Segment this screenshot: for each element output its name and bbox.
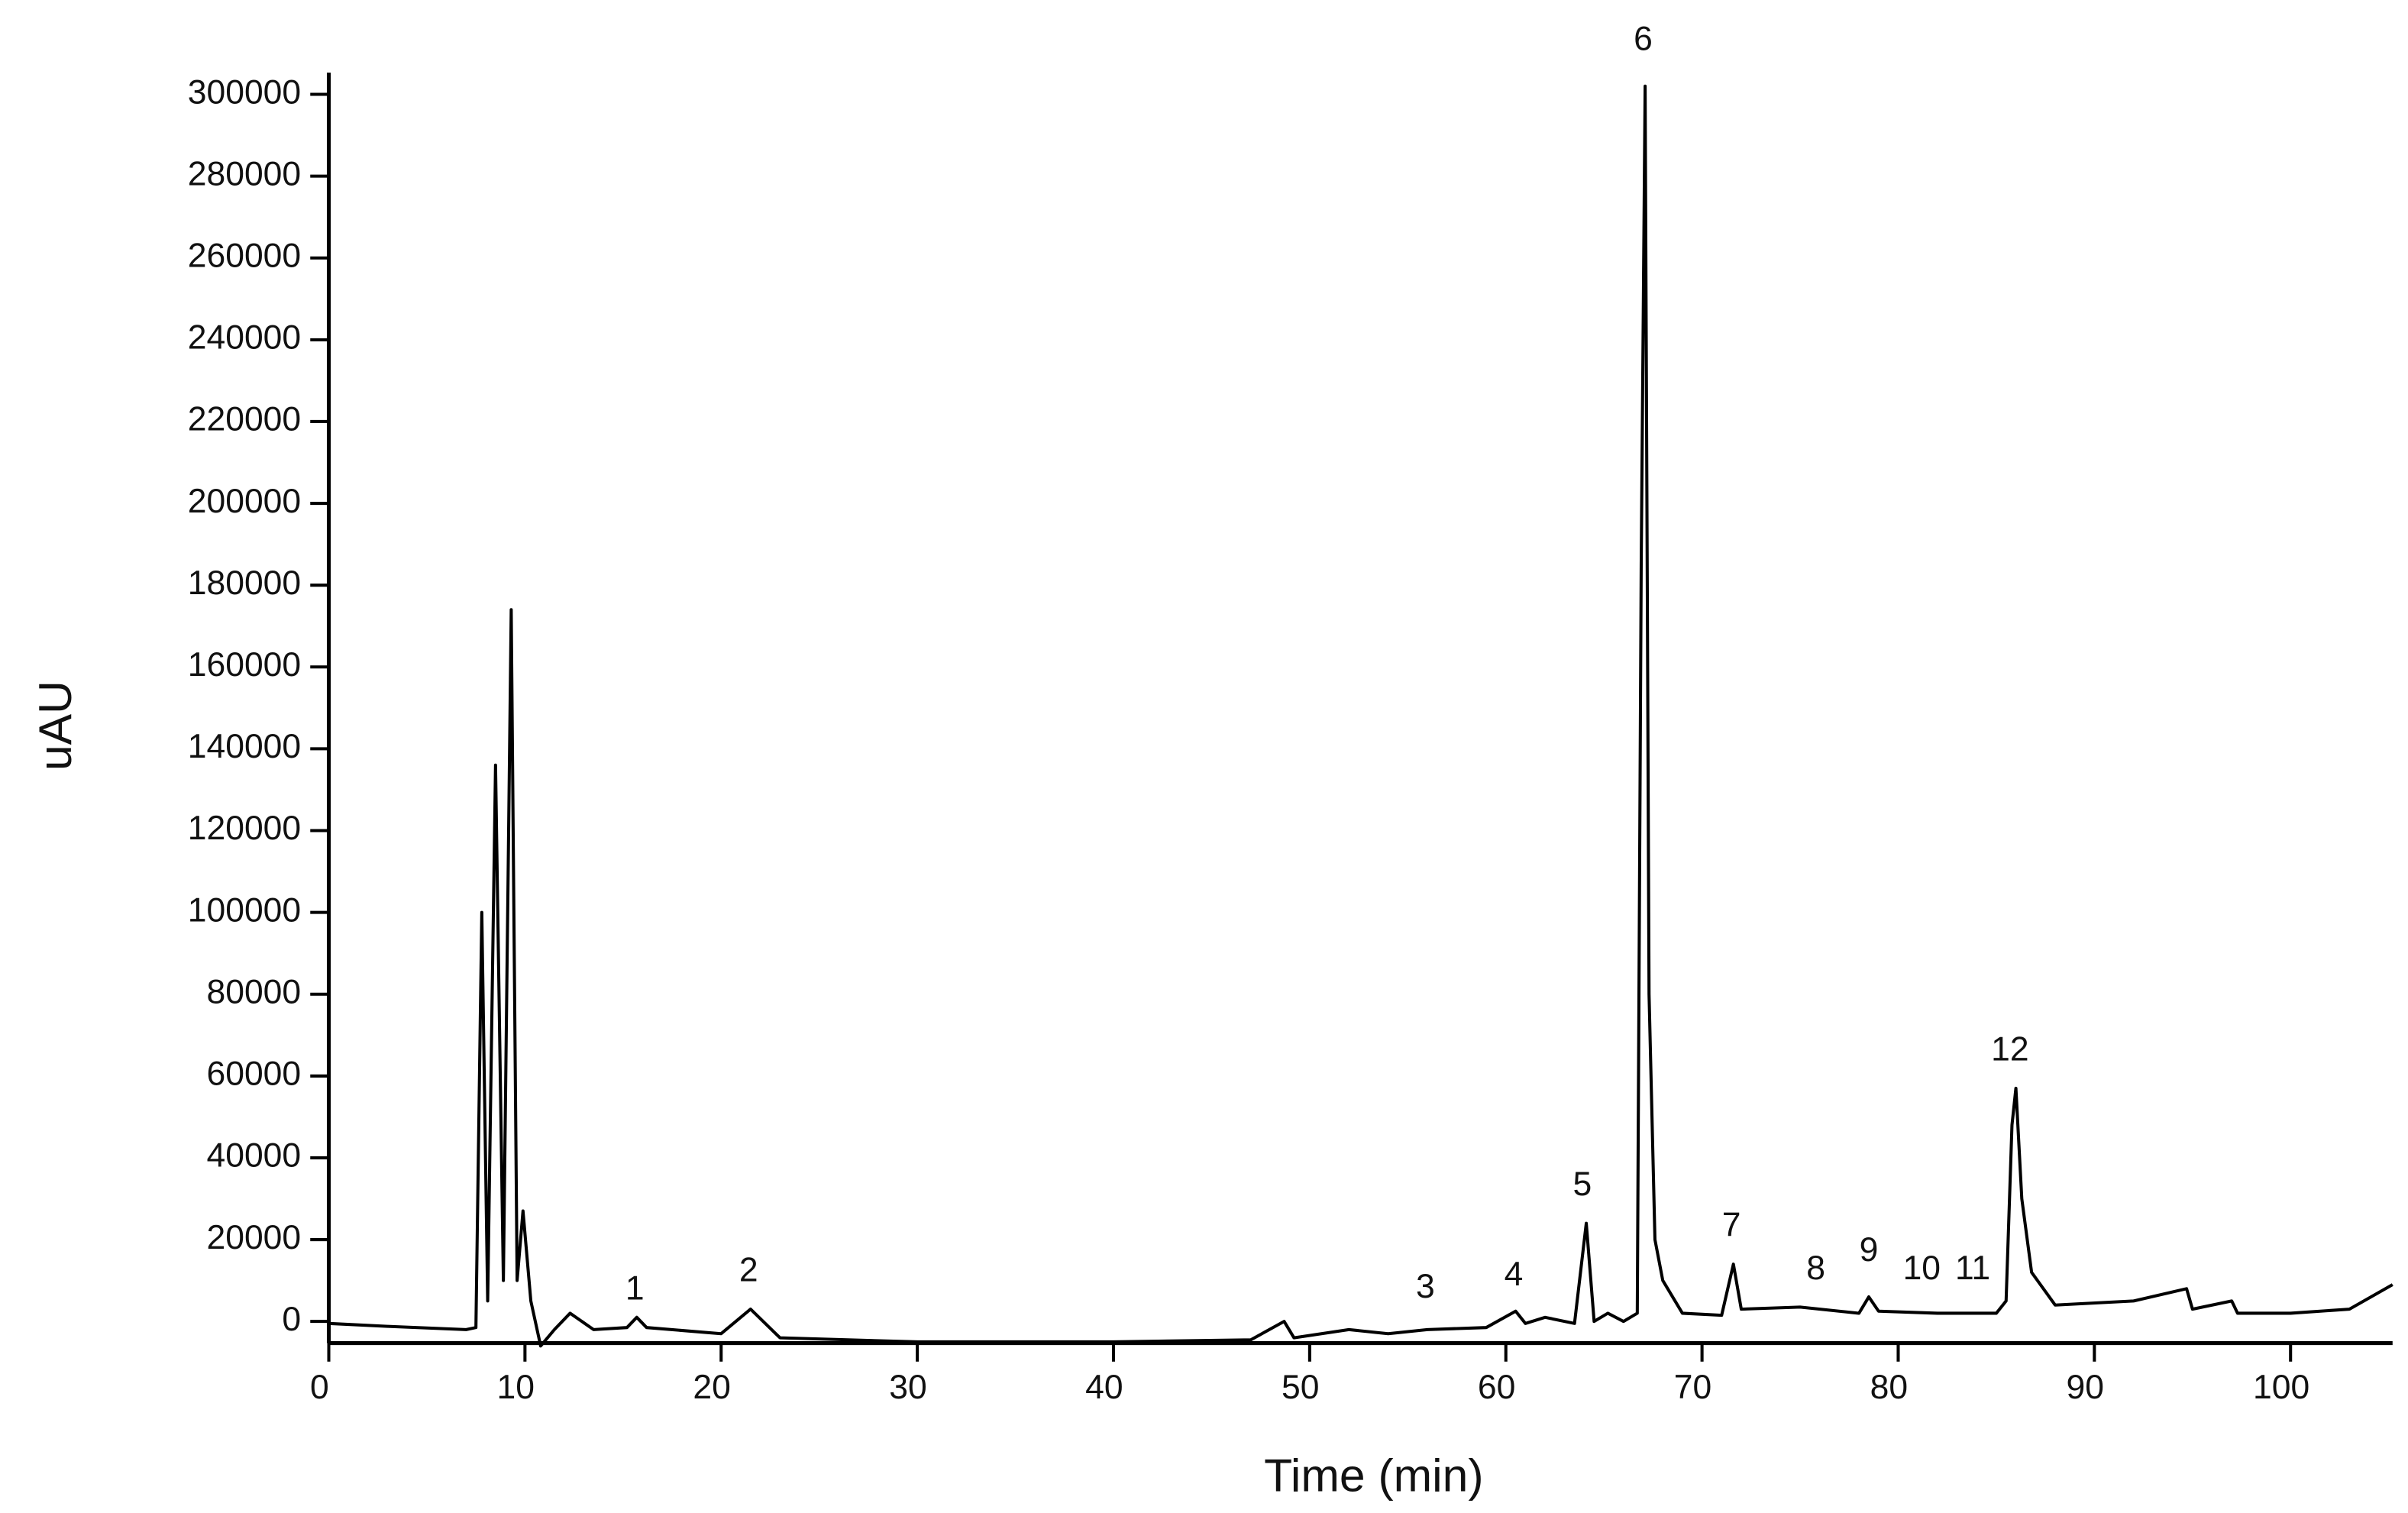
peak-label: 9 bbox=[1860, 1231, 1879, 1269]
x-tick-label: 40 bbox=[1085, 1369, 1123, 1406]
peak-label: 11 bbox=[1955, 1250, 1990, 1287]
peak-label: 4 bbox=[1505, 1256, 1524, 1293]
y-tick-label: 20000 bbox=[207, 1219, 302, 1256]
x-tick-label: 90 bbox=[2066, 1369, 2103, 1406]
y-tick-label: 140000 bbox=[188, 728, 301, 765]
y-tick-label: 80000 bbox=[207, 973, 302, 1010]
peak-label: 10 bbox=[1903, 1250, 1941, 1287]
peak-label: 8 bbox=[1806, 1250, 1825, 1287]
peak-label: 5 bbox=[1573, 1165, 1592, 1203]
y-tick-label: 240000 bbox=[188, 319, 301, 357]
y-tick-label: 280000 bbox=[188, 155, 301, 192]
y-tick-label: 0 bbox=[282, 1301, 301, 1338]
peak-label: 7 bbox=[1722, 1207, 1741, 1244]
y-tick-label: 220000 bbox=[188, 401, 301, 438]
y-tick-label: 60000 bbox=[207, 1056, 302, 1093]
y-tick-label: 300000 bbox=[188, 73, 301, 111]
peak-label: 12 bbox=[1991, 1030, 2028, 1068]
x-axis-title: Time (min) bbox=[1264, 1449, 1483, 1501]
y-tick-label: 180000 bbox=[188, 564, 301, 602]
peak-label: 2 bbox=[739, 1252, 758, 1289]
x-tick-label: 20 bbox=[693, 1369, 730, 1406]
y-tick-label: 100000 bbox=[188, 891, 301, 929]
x-tick-label: 100 bbox=[2253, 1369, 2309, 1406]
peak-label: 3 bbox=[1416, 1268, 1435, 1305]
x-tick-label: 80 bbox=[1870, 1369, 1908, 1406]
y-tick-label: 120000 bbox=[188, 810, 301, 847]
x-tick-label: 70 bbox=[1674, 1369, 1711, 1406]
x-tick-label: 0 bbox=[310, 1369, 329, 1406]
y-tick-label: 160000 bbox=[188, 646, 301, 684]
peak-label: 1 bbox=[625, 1270, 645, 1308]
x-tick-label: 60 bbox=[1478, 1369, 1515, 1406]
peak-label: 6 bbox=[1634, 21, 1653, 58]
x-tick-label: 30 bbox=[889, 1369, 926, 1406]
y-tick-label: 40000 bbox=[207, 1137, 302, 1175]
trace bbox=[328, 84, 2393, 1348]
x-tick-label: 10 bbox=[497, 1369, 535, 1406]
y-tick-label: 260000 bbox=[188, 237, 301, 274]
y-tick-label: 200000 bbox=[188, 483, 301, 520]
y-axis-title: uAU bbox=[29, 681, 81, 771]
x-tick-label: 50 bbox=[1282, 1369, 1319, 1406]
